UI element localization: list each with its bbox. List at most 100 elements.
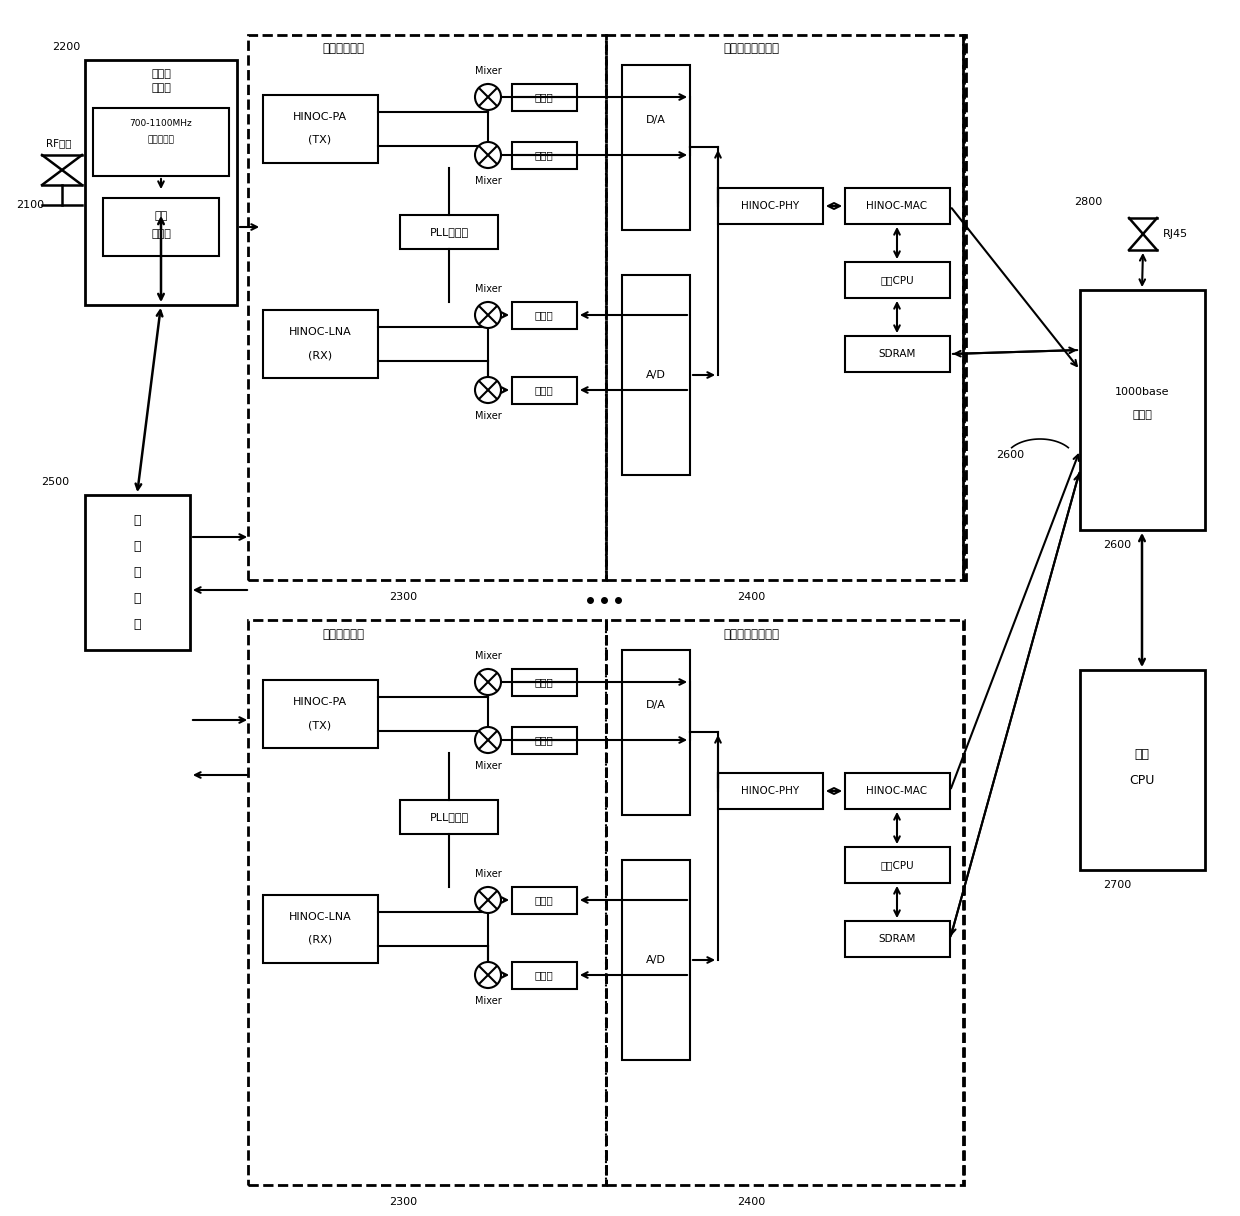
Bar bbox=[963, 35, 966, 580]
Text: 滤波器: 滤波器 bbox=[534, 734, 553, 745]
Circle shape bbox=[475, 377, 501, 402]
Circle shape bbox=[475, 727, 501, 753]
Text: 滤波器: 滤波器 bbox=[534, 310, 553, 320]
Bar bbox=[103, 198, 219, 257]
Bar bbox=[844, 848, 950, 883]
Circle shape bbox=[475, 142, 501, 168]
Text: HINOC-PHY: HINOC-PHY bbox=[742, 201, 799, 212]
Text: 滤波器: 滤波器 bbox=[534, 895, 553, 905]
Text: 2100: 2100 bbox=[16, 199, 43, 210]
Text: 功率放大器: 功率放大器 bbox=[148, 135, 175, 145]
Text: 2300: 2300 bbox=[389, 1197, 417, 1207]
Bar bbox=[248, 620, 606, 1186]
Text: 2800: 2800 bbox=[1074, 197, 1102, 207]
Bar bbox=[248, 35, 606, 580]
Bar bbox=[622, 651, 689, 815]
Text: 2600: 2600 bbox=[1102, 540, 1131, 550]
Bar bbox=[512, 962, 577, 989]
Text: (TX): (TX) bbox=[309, 135, 331, 145]
Text: 频功放: 频功放 bbox=[151, 83, 171, 92]
Circle shape bbox=[475, 84, 501, 109]
Text: 基带数据处理芯片: 基带数据处理芯片 bbox=[723, 43, 779, 56]
Circle shape bbox=[475, 886, 501, 913]
Text: 收发变频芯片: 收发变频芯片 bbox=[322, 627, 365, 641]
Text: 2200: 2200 bbox=[52, 43, 81, 52]
Bar bbox=[263, 95, 378, 163]
Text: PLL本振器: PLL本振器 bbox=[429, 227, 469, 237]
Text: 滤波器: 滤波器 bbox=[534, 385, 553, 395]
Text: RJ45: RJ45 bbox=[1162, 229, 1188, 240]
Text: PLL本振器: PLL本振器 bbox=[429, 812, 469, 822]
Bar bbox=[263, 310, 378, 378]
Text: (TX): (TX) bbox=[309, 720, 331, 730]
Text: 器: 器 bbox=[133, 619, 141, 631]
Text: 带通: 带通 bbox=[154, 212, 167, 221]
Bar bbox=[844, 773, 950, 809]
Text: Mixer: Mixer bbox=[475, 285, 501, 294]
Bar bbox=[512, 84, 577, 111]
Text: Mixer: Mixer bbox=[475, 411, 501, 421]
Text: HINOC-PA: HINOC-PA bbox=[293, 112, 347, 122]
Bar bbox=[844, 188, 950, 224]
Text: Mixer: Mixer bbox=[475, 869, 501, 879]
Text: 滤波器: 滤波器 bbox=[534, 150, 553, 161]
Bar bbox=[1080, 289, 1205, 530]
Bar bbox=[512, 669, 577, 696]
Text: 滤波器: 滤波器 bbox=[534, 677, 553, 687]
Text: 嵌入CPU: 嵌入CPU bbox=[880, 275, 914, 285]
Bar bbox=[622, 275, 689, 475]
Text: 通: 通 bbox=[133, 513, 141, 527]
Bar bbox=[844, 336, 950, 372]
Text: A/D: A/D bbox=[646, 955, 666, 966]
Bar bbox=[401, 215, 498, 249]
Bar bbox=[844, 921, 950, 957]
Text: 交换机: 交换机 bbox=[1132, 410, 1152, 420]
Text: 2500: 2500 bbox=[41, 477, 69, 486]
Bar bbox=[718, 188, 823, 224]
Text: 滤波器: 滤波器 bbox=[534, 970, 553, 980]
Bar bbox=[512, 142, 577, 169]
Text: D/A: D/A bbox=[646, 700, 666, 710]
Text: 基带数据处理芯片: 基带数据处理芯片 bbox=[723, 627, 779, 641]
Bar bbox=[622, 860, 689, 1060]
Text: Mixer: Mixer bbox=[475, 651, 501, 662]
Text: 1000base: 1000base bbox=[1115, 387, 1169, 396]
Bar bbox=[93, 108, 229, 176]
Text: 主控: 主控 bbox=[1135, 749, 1149, 761]
Text: HINOC-PHY: HINOC-PHY bbox=[742, 786, 799, 796]
Circle shape bbox=[475, 302, 501, 328]
Circle shape bbox=[475, 669, 501, 696]
Text: HINOC-PA: HINOC-PA bbox=[293, 697, 347, 706]
Text: 700-1100MHz: 700-1100MHz bbox=[130, 119, 192, 129]
Circle shape bbox=[475, 962, 501, 987]
Text: (RX): (RX) bbox=[308, 935, 332, 945]
Bar bbox=[512, 886, 577, 914]
Text: HINOC-MAC: HINOC-MAC bbox=[867, 201, 928, 212]
Bar bbox=[263, 680, 378, 748]
Text: 双向射: 双向射 bbox=[151, 69, 171, 79]
Bar bbox=[844, 261, 950, 298]
Text: D/A: D/A bbox=[646, 116, 666, 125]
Text: 择: 择 bbox=[133, 592, 141, 606]
Text: Mixer: Mixer bbox=[475, 761, 501, 771]
Text: (RX): (RX) bbox=[308, 350, 332, 360]
Text: 2300: 2300 bbox=[389, 592, 417, 602]
Text: Mixer: Mixer bbox=[475, 176, 501, 186]
Bar bbox=[512, 302, 577, 330]
Text: Mixer: Mixer bbox=[475, 996, 501, 1006]
Text: RF天线: RF天线 bbox=[46, 137, 72, 148]
Bar bbox=[1080, 670, 1205, 869]
Bar bbox=[718, 773, 823, 809]
Text: A/D: A/D bbox=[646, 370, 666, 379]
Bar bbox=[606, 35, 963, 580]
Text: 2600: 2600 bbox=[996, 450, 1024, 460]
Text: 2700: 2700 bbox=[1102, 880, 1131, 890]
Text: 选: 选 bbox=[133, 567, 141, 580]
Text: 滤波器: 滤波器 bbox=[151, 229, 171, 240]
Bar bbox=[512, 727, 577, 754]
Text: HINOC-LNA: HINOC-LNA bbox=[289, 327, 351, 337]
Bar bbox=[86, 60, 237, 305]
Bar bbox=[606, 620, 963, 1186]
Text: 嵌入CPU: 嵌入CPU bbox=[880, 860, 914, 869]
Bar bbox=[622, 64, 689, 230]
